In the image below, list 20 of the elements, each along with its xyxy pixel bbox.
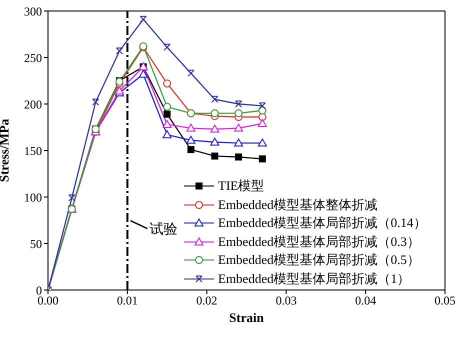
y-tick-label: 50 bbox=[30, 236, 42, 251]
legend-label: Embedded模型基体局部折减（0.14） bbox=[218, 214, 426, 232]
x-tick-label: 0.03 bbox=[276, 294, 297, 308]
y-tick-label: 100 bbox=[24, 190, 42, 204]
legend-label: Embedded模型基体局部折减（0.3） bbox=[218, 232, 420, 250]
x-axis-title: Strain bbox=[229, 310, 265, 325]
x-tick-label: 0.04 bbox=[355, 294, 376, 308]
y-tick-label: 150 bbox=[24, 144, 42, 158]
y-tick-label: 250 bbox=[24, 50, 42, 65]
legend-label: Embedded模型基体整体折减 bbox=[218, 196, 378, 214]
legend-label: TIE模型 bbox=[218, 177, 264, 195]
x-tick-label: 0.05 bbox=[434, 294, 456, 308]
legend-label: Embedded模型基体局部折减（1） bbox=[218, 270, 410, 288]
y-tick-label: 300 bbox=[24, 4, 42, 18]
y-axis-title: Stress/MPa bbox=[0, 118, 12, 182]
ref-line-label: 试验 bbox=[149, 222, 178, 238]
y-tick-label: 200 bbox=[24, 97, 42, 112]
legend-label: Embedded模型基体局部折减（0.5） bbox=[218, 251, 420, 269]
x-tick-label: 0.02 bbox=[196, 294, 218, 308]
x-tick-label: 0.01 bbox=[116, 294, 138, 308]
